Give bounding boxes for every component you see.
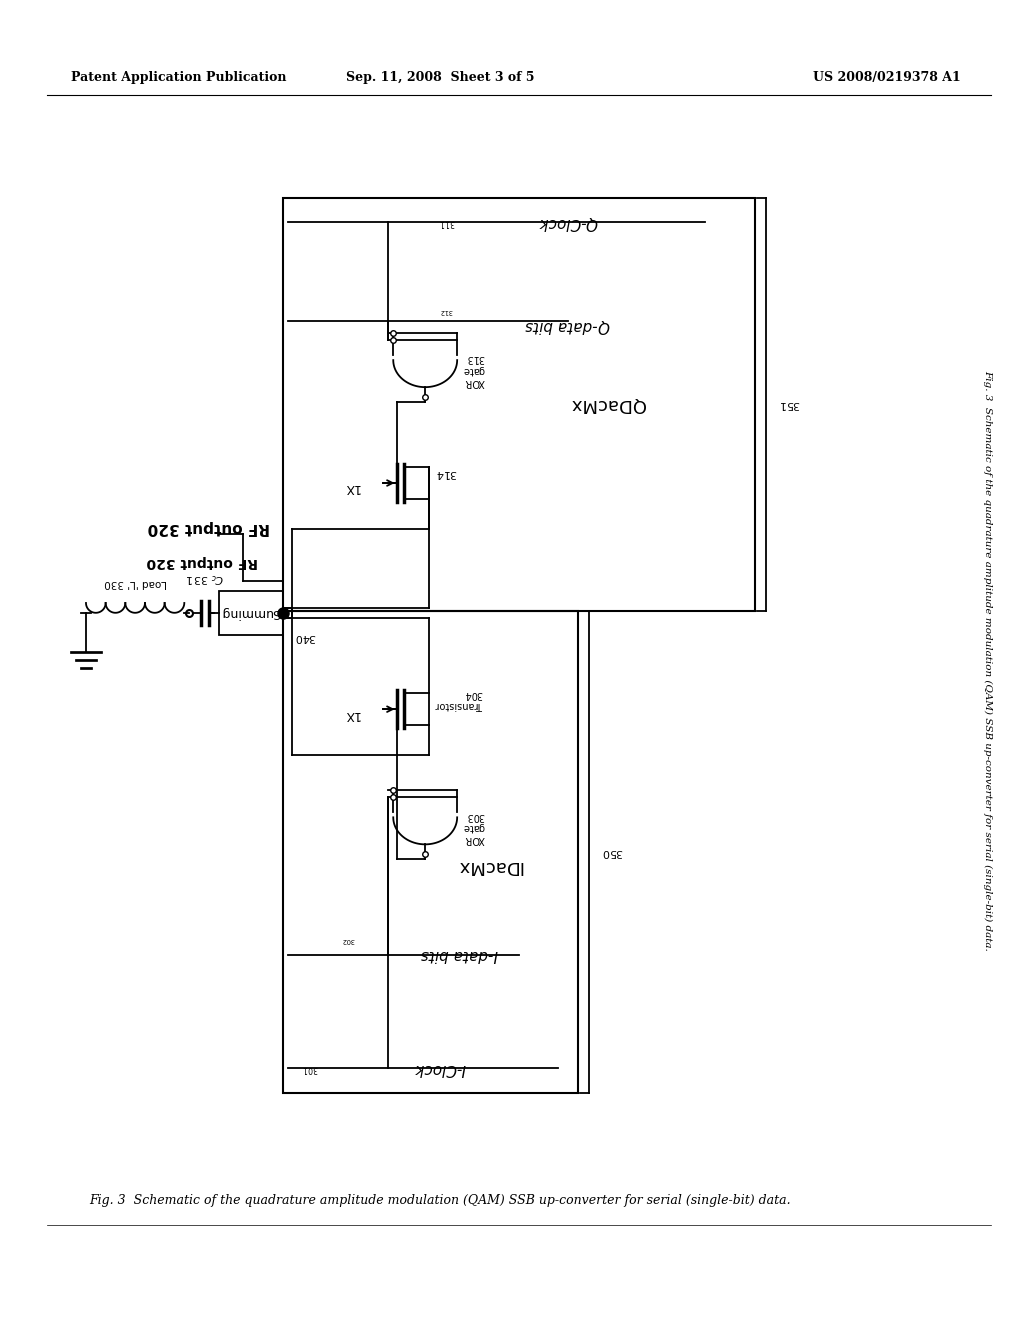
Text: Patent Application Publication: Patent Application Publication <box>72 71 287 84</box>
Text: 1X: 1X <box>343 482 359 495</box>
Text: $_{312}$: $_{312}$ <box>440 306 455 315</box>
Bar <box>283 611 578 1093</box>
Text: $_{302}$: $_{302}$ <box>342 936 356 945</box>
Text: 340: 340 <box>295 632 315 643</box>
Text: I-Clock: I-Clock <box>414 1060 466 1076</box>
Text: IDacMx: IDacMx <box>456 858 522 875</box>
Text: XOR
gate
303: XOR gate 303 <box>463 810 484 843</box>
Text: $C_c$ 331: $C_c$ 331 <box>186 572 224 585</box>
Text: Fig. 3  Schematic of the quadrature amplitude modulation (QAM) SSB up-converter : Fig. 3 Schematic of the quadrature ampli… <box>89 1195 791 1208</box>
Text: 351: 351 <box>778 400 799 409</box>
Text: Summing: Summing <box>221 606 281 619</box>
Text: RF output 320: RF output 320 <box>146 554 258 569</box>
Text: $_{311}$: $_{311}$ <box>440 216 457 228</box>
Text: XOR
gate
313: XOR gate 313 <box>463 354 484 387</box>
Bar <box>219 590 283 635</box>
Text: 1X: 1X <box>343 708 359 721</box>
Text: 314: 314 <box>435 469 456 478</box>
Text: Q-Clock: Q-Clock <box>539 215 597 230</box>
Bar <box>283 198 755 611</box>
Text: $_{301}$: $_{301}$ <box>302 1061 318 1074</box>
Text: Q-data bits: Q-data bits <box>525 318 610 333</box>
Text: RF output 320: RF output 320 <box>147 520 270 535</box>
Text: I-data bits: I-data bits <box>421 948 499 962</box>
Text: Transistor
304: Transistor 304 <box>435 689 482 710</box>
Text: QDacMx: QDacMx <box>569 396 645 413</box>
Text: Fig. 3  Schematic of the quadrature amplitude modulation (QAM) SSB up-converter : Fig. 3 Schematic of the quadrature ampli… <box>983 370 992 950</box>
Text: 350: 350 <box>601 846 623 857</box>
Text: Load 'L' 330: Load 'L' 330 <box>103 578 167 589</box>
Text: US 2008/0219378 A1: US 2008/0219378 A1 <box>813 71 962 84</box>
Text: Sep. 11, 2008  Sheet 3 of 5: Sep. 11, 2008 Sheet 3 of 5 <box>346 71 535 84</box>
